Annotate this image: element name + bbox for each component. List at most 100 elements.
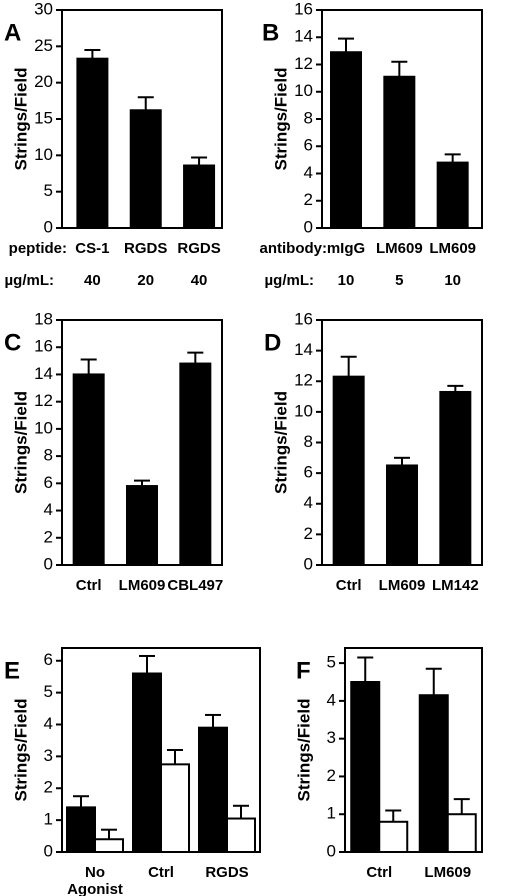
x-tick-label-box: CBL497 <box>167 577 224 594</box>
bar <box>66 806 96 853</box>
y-tick-label: 6 <box>44 650 53 669</box>
y-tick-label: 5 <box>327 653 336 672</box>
y-tick-label: 0 <box>44 217 53 236</box>
dose-label: 5 <box>395 272 403 289</box>
dose-prefix: µg/mL: <box>5 272 54 289</box>
y-tick-label: 5 <box>44 682 53 701</box>
panel-label: F <box>296 657 311 684</box>
panel-label: A <box>4 19 21 46</box>
x-tick-label-box: Ctrl <box>366 864 393 881</box>
y-tick-label: 2 <box>327 766 336 785</box>
y-tick-label: 10 <box>34 418 53 437</box>
bar <box>378 820 409 853</box>
y-tick-label: 8 <box>304 108 313 127</box>
y-axis-label: Strings/Field <box>11 699 30 802</box>
y-tick-label: 10 <box>294 81 313 100</box>
x-tick-label-box: RGDS <box>205 864 249 881</box>
bar <box>129 109 162 229</box>
x-tick-label-box: LM142 <box>432 577 479 594</box>
x-tick-label-box: No Agonist <box>67 864 123 896</box>
panel-label: C <box>4 329 21 356</box>
x-tick-label-box: RGDS <box>124 240 168 257</box>
y-tick-label: 12 <box>34 391 53 410</box>
y-tick-label: 0 <box>327 841 336 860</box>
x-tick-label-box: LM609 <box>378 577 426 594</box>
y-tick-label: 8 <box>304 432 313 451</box>
plot-frame <box>61 319 223 566</box>
y-tick-label: 14 <box>294 340 313 359</box>
y-tick-label: 12 <box>294 371 313 390</box>
y-tick-label: 4 <box>327 690 336 709</box>
x-tick-label: RGDS <box>177 240 221 257</box>
y-tick-label: 4 <box>44 500 53 519</box>
x-tick-label-box: LM609 <box>119 577 166 594</box>
y-tick-label: 30 <box>34 0 53 18</box>
plot-frame <box>61 9 223 229</box>
y-tick-label: 6 <box>304 463 313 482</box>
y-tick-label: 6 <box>44 473 53 492</box>
x-tick-label-box: LM609 <box>424 864 472 881</box>
dose-label: 20 <box>137 272 154 289</box>
y-tick-label: 4 <box>304 163 313 182</box>
x-tick-label-box: mIgG <box>326 240 366 257</box>
y-axis-label: Strings/Field <box>11 391 30 494</box>
plot-frame <box>61 647 261 853</box>
y-tick-label: 4 <box>44 714 53 733</box>
x-tick-label-box: Ctrl <box>335 577 362 594</box>
x-tick-label: CS-1 <box>75 240 110 257</box>
y-tick-label: 10 <box>294 401 313 420</box>
y-axis-label: Strings/Field <box>271 68 290 171</box>
y-tick-label: 0 <box>44 841 53 860</box>
dose-label: 40 <box>84 272 101 289</box>
category-prefix: peptide: <box>9 240 67 257</box>
dose-label: 10 <box>444 272 461 289</box>
plot-frame <box>321 319 483 566</box>
bar <box>386 464 418 566</box>
category-prefix: antibody: <box>260 240 328 257</box>
x-tick-label-box: LM609 <box>376 240 423 257</box>
y-tick-label: 18 <box>34 309 53 328</box>
plot-frame <box>321 9 483 229</box>
dose-prefix: µg/mL: <box>265 272 314 289</box>
y-tick-label: 0 <box>304 554 313 573</box>
x-tick-label: mIgG <box>326 240 366 257</box>
x-tick-label: Ctrl <box>335 577 362 594</box>
y-tick-label: 6 <box>304 136 313 155</box>
y-tick-label: 16 <box>294 309 313 328</box>
bar <box>332 375 365 566</box>
bar <box>350 681 381 853</box>
dose-label: 40 <box>191 272 208 289</box>
bar <box>72 373 105 567</box>
x-tick-label: LM609 <box>378 577 426 594</box>
bar <box>226 817 256 853</box>
bar <box>383 75 416 229</box>
y-tick-label: 2 <box>44 527 53 546</box>
bar <box>126 485 158 566</box>
panel-label: E <box>4 657 20 684</box>
x-tick-label: RGDS <box>124 240 168 257</box>
panel-label: D <box>264 329 281 356</box>
x-tick-label: No Agonist <box>67 864 123 896</box>
plot-frame <box>344 647 483 853</box>
x-tick-label: LM609 <box>424 864 472 881</box>
y-tick-label: 8 <box>44 446 53 465</box>
x-tick-label: Ctrl <box>366 864 393 881</box>
y-tick-label: 1 <box>44 810 53 829</box>
panel-label: B <box>262 19 279 46</box>
x-tick-label-box: RGDS <box>177 240 221 257</box>
bar <box>198 726 228 853</box>
y-tick-label: 14 <box>294 27 313 46</box>
y-axis-label: Strings/Field <box>11 68 30 171</box>
bar <box>132 672 162 853</box>
x-tick-label: CBL497 <box>167 577 224 594</box>
bar <box>179 362 212 566</box>
x-tick-label-box: Ctrl <box>75 577 102 594</box>
y-tick-label: 1 <box>327 804 336 823</box>
y-tick-label: 2 <box>44 778 53 797</box>
x-tick-label: Ctrl <box>75 577 102 594</box>
dose-label: 10 <box>338 272 355 289</box>
x-tick-label-box: LM609 <box>429 240 476 257</box>
x-tick-label: RGDS <box>205 864 249 881</box>
y-tick-label: 20 <box>34 72 53 91</box>
